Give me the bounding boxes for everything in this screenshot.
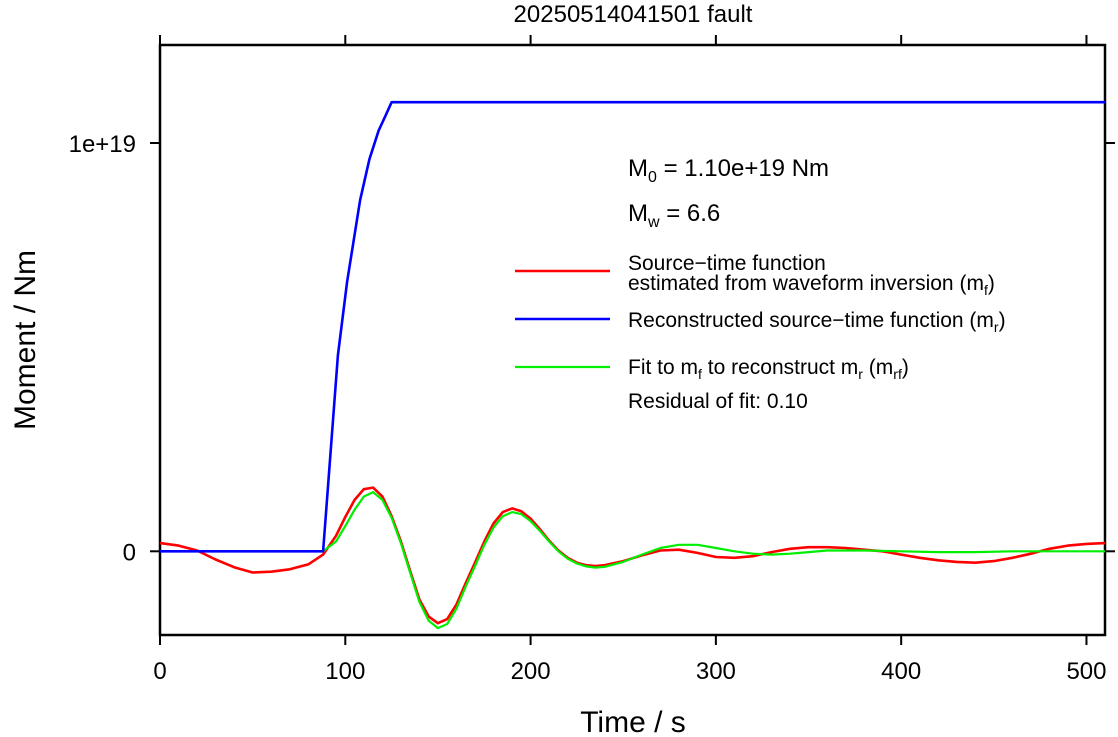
- legend-green-s1: f: [698, 366, 702, 382]
- series-layer: [159, 100, 1106, 630]
- legend-red-sub: f: [984, 282, 988, 298]
- legend-green-t2: to reconstruct m: [702, 356, 858, 379]
- series-line-2: [160, 491, 1105, 630]
- legend-green-s2: r: [858, 366, 863, 382]
- legend-green-s3: rf: [893, 366, 902, 382]
- legend-label-green: Fit to mf to reconstruct mr (mrf): [628, 356, 909, 382]
- legend-label-red-line2: estimated from waveform inversion (mf): [628, 272, 995, 298]
- m0-symbol: M: [628, 155, 648, 182]
- legend-label-blue: Reconstructed source−time function (mr): [628, 309, 1006, 335]
- chart-title: 20250514041501 fault: [514, 1, 753, 28]
- legend: Source−time function estimated from wave…: [515, 252, 1006, 382]
- legend-red-text: estimated from waveform inversion (m: [628, 272, 984, 295]
- legend-green-t3: (m: [863, 356, 893, 379]
- x-axis-label: Time / s: [580, 706, 686, 737]
- series-line-1: [160, 100, 1105, 553]
- residual-annotation: Residual of fit: 0.10: [628, 390, 808, 413]
- legend-green-t4: ): [902, 356, 909, 379]
- y-axis: 0 1e+19: [69, 131, 1115, 566]
- x-tick-label: 500: [1066, 658, 1106, 685]
- mw-annotation: Mw = 6.6: [628, 200, 720, 231]
- m0-annotation: M0 = 1.10e+19 Nm: [628, 155, 829, 186]
- x-tick-label: 0: [153, 658, 166, 685]
- y-axis-label: Moment / Nm: [9, 250, 42, 430]
- x-tick-label: 400: [881, 658, 921, 685]
- legend-label-red-line1: Source−time function: [628, 252, 826, 275]
- series-line-0: [159, 486, 1106, 625]
- mw-subscript: w: [647, 214, 660, 231]
- x-tick-label: 100: [325, 658, 365, 685]
- legend-red-after: ): [988, 272, 995, 295]
- mw-value: = 6.6: [660, 200, 721, 227]
- legend-blue-after: ): [999, 309, 1006, 332]
- legend-blue-sub: r: [994, 319, 999, 335]
- x-axis: 0 100 200 300 400 500: [153, 35, 1106, 685]
- plot-frame: [158, 43, 1107, 637]
- x-tick-label: 300: [696, 658, 736, 685]
- legend-green-t1: Fit to m: [628, 356, 698, 379]
- y-tick-label: 1e+19: [69, 131, 136, 158]
- legend-blue-text: Reconstructed source−time function (m: [628, 309, 994, 332]
- y-tick-label: 0: [123, 539, 136, 566]
- m0-subscript: 0: [648, 169, 657, 186]
- x-tick-label: 200: [511, 658, 551, 685]
- mw-symbol: M: [628, 200, 648, 227]
- annotations: M0 = 1.10e+19 Nm Mw = 6.6 Residual of fi…: [628, 155, 829, 413]
- m0-value: = 1.10e+19 Nm: [657, 155, 829, 182]
